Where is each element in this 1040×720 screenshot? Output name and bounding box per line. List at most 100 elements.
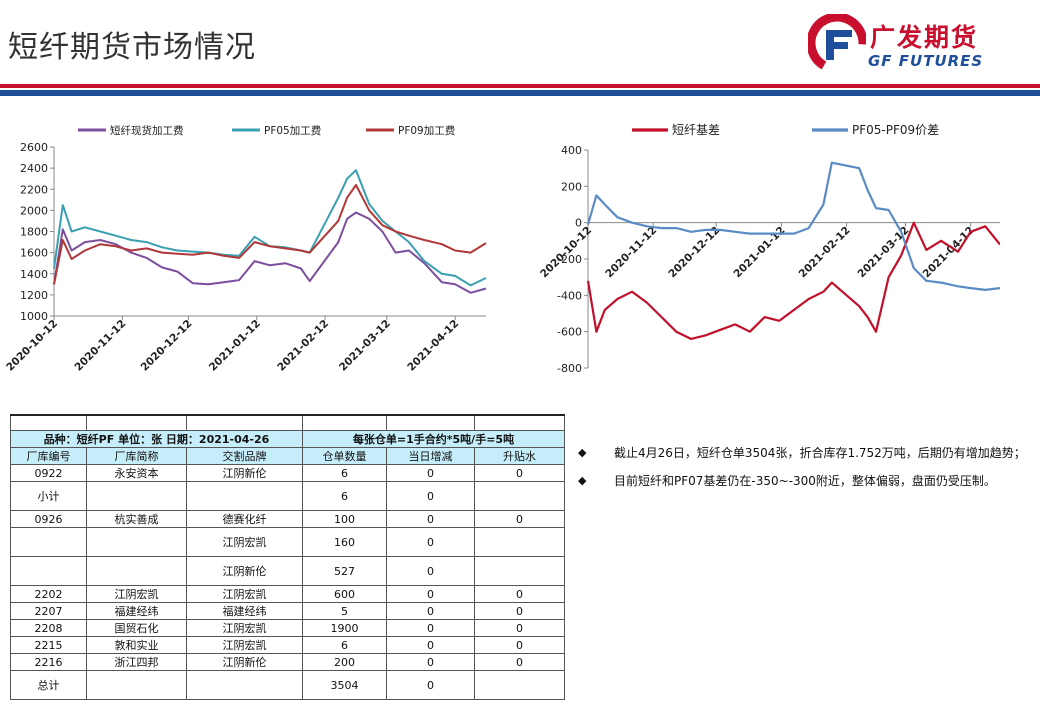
table-cell: 0 <box>474 636 565 654</box>
table-title-row: 品种：短纤PF 单位：张 日期：2021-04-26 每张仓单=1手合约*5吨/… <box>10 430 565 448</box>
page-title: 短纤期货市场情况 <box>8 30 256 65</box>
table-cell: 江阴宏凯 <box>186 619 303 637</box>
table-cell <box>86 556 187 586</box>
table-row: 总计 3504 0 <box>10 670 565 700</box>
x-tick-label: 2021-02-12 <box>797 224 853 280</box>
table-cell: 福建经纬 <box>186 602 303 620</box>
diamond-bullet-icon: ◆ <box>578 446 587 459</box>
col-header: 厂库编号 <box>10 447 87 465</box>
table-cell <box>474 527 565 557</box>
table-cell: 江阴宏凯 <box>186 585 303 603</box>
table-cell: 3504 <box>302 670 387 700</box>
table-cell: 浙江四邦 <box>86 653 187 671</box>
table-cell <box>186 670 303 700</box>
table-cell: 国贸石化 <box>86 619 187 637</box>
table-cell: 江阴宏凯 <box>186 636 303 654</box>
table-cell <box>474 670 565 700</box>
table-cell: 0 <box>386 636 475 654</box>
table-cell: 6 <box>302 481 387 511</box>
y-tick-label: 2000 <box>20 204 48 217</box>
note-text: 截止4月26日，短纤仓单3504张，折合库存1.752万吨，后期仍有增加趋势； <box>614 446 1026 460</box>
basis-spread-chart: -800 -600 -400 -200 0 200 400 2020-10-12 2020-11… <box>538 123 1000 375</box>
legend-label: 短纤现货加工费 <box>110 124 184 137</box>
table-cell: 江阴宏凯 <box>186 527 303 557</box>
col-header: 仓单数量 <box>302 447 387 465</box>
table-cell: 527 <box>302 556 387 586</box>
table-cell: 2215 <box>10 636 87 654</box>
table-cell: 0 <box>386 556 475 586</box>
y-tick-label: 1200 <box>20 289 48 302</box>
col-header: 交割品牌 <box>186 447 303 465</box>
y-tick-label: 2600 <box>20 141 48 154</box>
table-row: 小计 6 0 <box>10 481 565 511</box>
series-line-2 <box>586 161 1000 291</box>
table-cell: 0 <box>386 527 475 557</box>
series-line-1 <box>53 211 487 294</box>
x-tick-label: 2021-03-12 <box>337 318 393 374</box>
table-cell: 0 <box>474 619 565 637</box>
y-tick-label: 1800 <box>20 226 48 239</box>
table-cell: 0 <box>386 670 475 700</box>
col-header: 升贴水 <box>474 447 565 465</box>
table-row: 0926 杭实善成 德赛化纤 100 0 0 <box>10 510 565 528</box>
table-cell: 0 <box>386 619 475 637</box>
table-cell: 0 <box>474 653 565 671</box>
table-cell: 永安资本 <box>86 464 187 482</box>
table-cell: 0 <box>386 602 475 620</box>
table-cell: 0 <box>474 602 565 620</box>
x-tick-label: 2021-01-12 <box>207 318 263 374</box>
table-row: 2215 敦和实业 江阴宏凯 6 0 0 <box>10 636 565 654</box>
table-cell: 0 <box>474 585 565 603</box>
x-tick-label: 2020-12-12 <box>139 318 195 374</box>
x-tick-label: 2021-04-12 <box>921 224 977 280</box>
legend-label: PF05加工费 <box>264 124 321 137</box>
series-line-2 <box>53 169 487 287</box>
table-cell: 6 <box>302 464 387 482</box>
note-item: ◆ 目前短纤和PF07基差仍在-350~-300附近，整体偏弱，盘面仍受压制。 <box>578 468 1028 494</box>
note-item: ◆ 截止4月26日，短纤仓单3504张，折合库存1.752万吨，后期仍有增加趋势； <box>578 440 1028 466</box>
table-cell: 0 <box>386 464 475 482</box>
x-tick-label: 2021-04-12 <box>405 318 461 374</box>
table-cell: 福建经纬 <box>86 602 187 620</box>
processing-fee-chart: 1000 1200 1400 1600 1800 2000 2200 2400 2600 2020… <box>4 124 487 374</box>
y-tick-label: -600 <box>557 326 582 339</box>
table-top-spacer <box>10 414 565 431</box>
table-header-row: 厂库编号 厂库简称 交割品牌 仓单数量 当日增减 升贴水 <box>10 447 565 465</box>
y-tick-label: 1400 <box>20 268 48 281</box>
table-cell <box>86 481 187 511</box>
logo-text-en: GF FUTURES <box>868 52 984 70</box>
table-cell: 0 <box>386 585 475 603</box>
x-tick-label: 2021-02-12 <box>275 318 331 374</box>
table-cell: 100 <box>302 510 387 528</box>
table-cell: 江阴宏凯 <box>86 585 187 603</box>
gf-logo-icon <box>808 14 866 72</box>
table-cell: 0 <box>474 464 565 482</box>
series-line-3 <box>53 184 487 285</box>
header-divider-blue <box>0 90 1040 96</box>
table-row: 江阴宏凯 160 0 <box>10 527 565 557</box>
table-cell: 2216 <box>10 653 87 671</box>
x-tick-label: 2020-10-12 <box>538 224 594 280</box>
table-cell: 0926 <box>10 510 87 528</box>
table-cell <box>10 527 87 557</box>
x-tick-label: 2020-10-12 <box>4 318 60 374</box>
table-cell: 0 <box>474 510 565 528</box>
table-cell: 江阴新伦 <box>186 464 303 482</box>
y-tick-label: -200 <box>557 253 582 266</box>
table-cell: 0 <box>386 653 475 671</box>
table-cell <box>86 527 187 557</box>
x-tick-label: 2020-11-12 <box>603 224 659 280</box>
table-title-left: 品种：短纤PF 单位：张 日期：2021-04-26 <box>10 430 303 448</box>
col-header: 当日增减 <box>386 447 475 465</box>
legend-label: PF05-PF09价差 <box>852 123 939 137</box>
logo-text-cn: 广发期货 <box>870 23 979 52</box>
company-logo: 广发期货 GF FUTURES <box>808 14 1008 74</box>
y-tick-label: -400 <box>557 289 582 302</box>
y-tick-label: 200 <box>561 180 582 193</box>
warehouse-receipt-table: 品种：短纤PF 单位：张 日期：2021-04-26 每张仓单=1手合约*5吨/… <box>10 414 565 700</box>
table-cell <box>474 481 565 511</box>
table-cell: 0 <box>386 481 475 511</box>
legend-label: 短纤基差 <box>672 123 720 137</box>
y-tick-label: 2400 <box>20 162 48 175</box>
table-row: 2208 国贸石化 江阴宏凯 1900 0 0 <box>10 619 565 637</box>
